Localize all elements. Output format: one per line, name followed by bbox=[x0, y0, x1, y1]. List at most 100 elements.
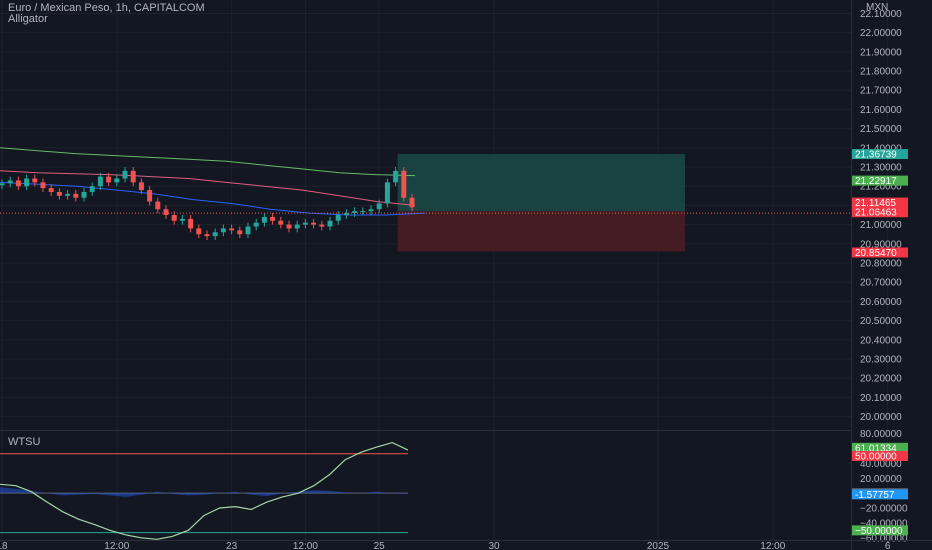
price-tick-label: 20.70000 bbox=[860, 278, 902, 289]
osc-badge-bg bbox=[852, 442, 908, 453]
price-badge-bg bbox=[852, 175, 908, 186]
candle-body bbox=[376, 203, 382, 210]
candle-body bbox=[15, 180, 21, 187]
price-tick-label: 21.60000 bbox=[860, 105, 902, 116]
time-tick-label: 6 bbox=[885, 541, 891, 550]
osc-tick-label: −20.00000 bbox=[860, 504, 908, 515]
currency-label[interactable]: MXN bbox=[866, 2, 889, 13]
candle-body bbox=[286, 224, 292, 229]
candle-body bbox=[130, 170, 136, 183]
osc-badge-text: −50.00000 bbox=[855, 526, 903, 537]
time-tick-label: 12:00 bbox=[293, 541, 318, 550]
price-tick-label: 20.10000 bbox=[860, 393, 902, 404]
candle-body bbox=[245, 226, 251, 235]
osc-badge-bg bbox=[852, 451, 908, 462]
candle-body bbox=[138, 182, 144, 191]
candle-body bbox=[114, 178, 120, 183]
osc-badge-bg bbox=[852, 525, 908, 536]
time-tick-label: 12:00 bbox=[104, 541, 129, 550]
candle-body bbox=[319, 224, 325, 227]
alligator-teeth-line bbox=[0, 170, 416, 206]
osc-tick-label: 80.00000 bbox=[860, 429, 902, 440]
candle-body bbox=[343, 213, 349, 215]
candle-body bbox=[106, 176, 112, 183]
osc-badge-text: -1.57757 bbox=[855, 490, 895, 501]
price-tick-label: 21.90000 bbox=[860, 47, 902, 58]
price-tick-label: 20.90000 bbox=[860, 239, 902, 250]
alligator-jaw-line bbox=[0, 147, 416, 177]
candle-body bbox=[237, 230, 243, 235]
price-badge-text: 21.11465 bbox=[855, 198, 896, 209]
oscillator-title[interactable]: WTSU bbox=[8, 436, 41, 448]
candle-body bbox=[0, 183, 5, 186]
candle-body bbox=[196, 228, 202, 235]
candle-body bbox=[261, 216, 267, 223]
price-tick-label: 21.00000 bbox=[860, 220, 902, 231]
candle-body bbox=[147, 190, 153, 202]
time-tick-label: 12:00 bbox=[760, 541, 785, 550]
price-badge-bg bbox=[852, 207, 908, 218]
time-tick-label: 2025 bbox=[647, 541, 670, 550]
price-tick-label: 21.80000 bbox=[860, 67, 902, 78]
pane-separator[interactable] bbox=[0, 430, 851, 431]
candle-body bbox=[220, 228, 226, 233]
candle-body bbox=[179, 218, 185, 221]
time-tick-label: 23 bbox=[226, 541, 238, 550]
candle-body bbox=[32, 178, 38, 183]
candle-body bbox=[393, 170, 399, 183]
price-tick-label: 21.40000 bbox=[860, 143, 902, 154]
symbol-title[interactable]: Euro / Mexican Peso, 1h, CAPITALCOM bbox=[8, 2, 205, 14]
candle-body bbox=[65, 193, 71, 196]
candle-body bbox=[409, 197, 415, 208]
price-badge-bg bbox=[852, 247, 908, 258]
price-badge-text: 21.22917 bbox=[855, 176, 897, 187]
price-badge: 21.11465 bbox=[852, 197, 908, 209]
candle-body bbox=[155, 201, 161, 210]
candle-body bbox=[40, 182, 46, 189]
price-tick-label: 20.00000 bbox=[860, 412, 902, 423]
candle-body bbox=[81, 191, 87, 198]
time-tick-label: 25 bbox=[374, 541, 386, 550]
price-badge: 21.22917 bbox=[852, 175, 908, 187]
price-tick-label: 22.10000 bbox=[860, 9, 902, 20]
time-axis-border bbox=[0, 540, 932, 541]
price-tick-label: 21.70000 bbox=[860, 86, 902, 97]
osc-tick-label: −40.00000 bbox=[860, 518, 908, 529]
osc-badge: -1.57757 bbox=[852, 489, 908, 501]
candle-body bbox=[24, 178, 30, 187]
candle-body bbox=[56, 191, 62, 196]
osc-tick-label: 20.00000 bbox=[860, 474, 902, 485]
candle-body bbox=[97, 176, 103, 187]
osc-wt1-line bbox=[0, 441, 409, 540]
osc-badge-text: 50.00000 bbox=[855, 452, 897, 463]
price-tick-label: 20.60000 bbox=[860, 297, 902, 308]
candle-body bbox=[311, 222, 317, 225]
price-tick-label: 20.20000 bbox=[860, 374, 902, 385]
price-axis-border bbox=[851, 0, 852, 550]
price-badge-text: 20.85470 bbox=[855, 248, 897, 259]
candle-body bbox=[89, 186, 95, 192]
price-tick-label: 21.30000 bbox=[860, 163, 902, 174]
price-badge-bg bbox=[852, 197, 908, 208]
osc-badge: 61.01334 bbox=[852, 442, 908, 454]
osc-badge: 50.00000 bbox=[852, 451, 908, 463]
price-badge-bg bbox=[852, 149, 908, 160]
price-badge-text: 21.06463 bbox=[855, 208, 897, 219]
candle-body bbox=[212, 232, 218, 237]
price-tick-label: 21.50000 bbox=[860, 124, 902, 135]
candle-body bbox=[229, 228, 235, 231]
time-tick-label: 18 bbox=[0, 541, 8, 550]
indicator-title[interactable]: Alligator bbox=[8, 13, 48, 25]
candle-body bbox=[253, 222, 259, 227]
profit-zone bbox=[397, 154, 685, 212]
candle-body bbox=[360, 211, 366, 213]
loss-zone bbox=[397, 211, 685, 252]
candle-body bbox=[294, 224, 300, 229]
osc-tick-label: −60.00000 bbox=[860, 533, 908, 544]
price-tick-label: 20.30000 bbox=[860, 354, 902, 365]
candle-body bbox=[327, 220, 333, 227]
candle-body bbox=[204, 234, 210, 237]
price-tick-label: 20.50000 bbox=[860, 316, 902, 327]
